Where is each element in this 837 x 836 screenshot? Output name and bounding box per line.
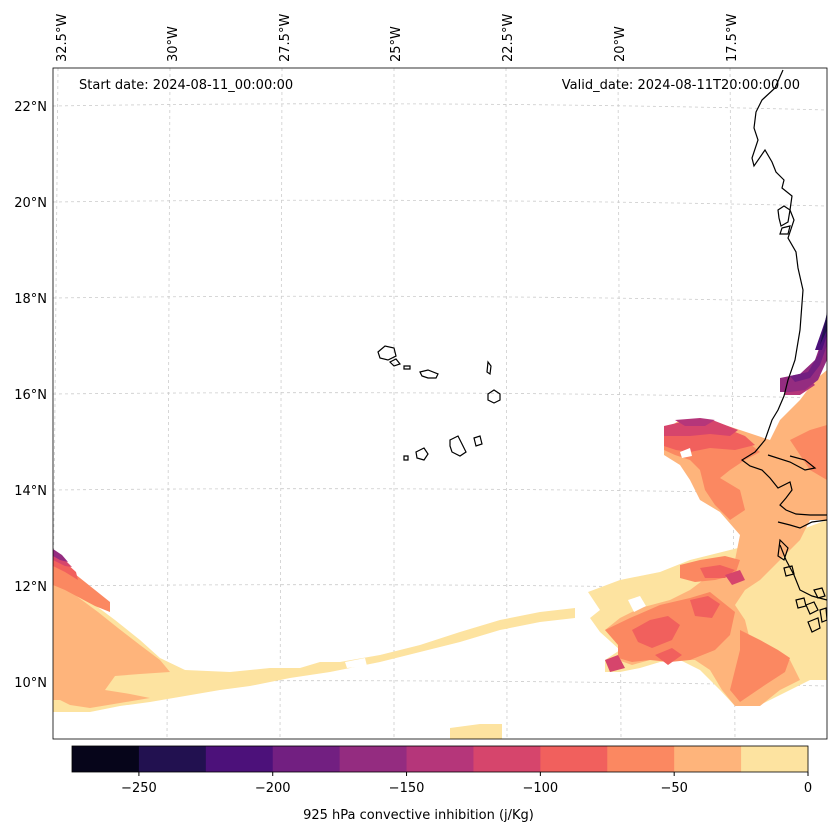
lon-label: 27.5°W [278, 14, 293, 62]
colorbar-title: 925 hPa convective inhibition (j/Kg) [303, 808, 534, 823]
lat-label: 18°N [14, 292, 47, 307]
coastlines [377, 69, 827, 633]
cin-coast-band7 [815, 315, 827, 350]
colorbar-bin [205, 746, 274, 772]
colorbar-bin [741, 746, 809, 772]
map-border [52, 67, 828, 740]
cin-coast-band6 [790, 325, 827, 382]
cin-west-band4 [53, 549, 68, 562]
lon-label: 25°W [389, 26, 404, 62]
lon-label: 17.5°W [725, 14, 740, 62]
lat-label: 14°N [14, 484, 47, 499]
colorbar-bin [138, 746, 207, 772]
colorbar-ticks: −250 −200 −150 −100 −50 0 [121, 772, 812, 796]
cin-west-light [53, 578, 575, 712]
lat-label: 22°N [14, 100, 47, 115]
latitude-labels: 22°N 20°N 18°N 16°N 14°N 12°N 10°N [14, 100, 47, 691]
colorbar-border [71, 745, 809, 773]
cin-gap-3 [345, 658, 367, 668]
lat-label: 20°N [14, 196, 47, 211]
cin-coast-band5 [780, 320, 827, 392]
lon-label: 32.5°W [55, 14, 70, 62]
cin-coast-band8 [820, 312, 827, 345]
colorbar-bin [473, 746, 541, 772]
colorbar-tick-label: −150 [389, 781, 425, 796]
lon-label: 22.5°W [501, 14, 516, 62]
cin-west-orange [53, 580, 170, 708]
lat-label: 10°N [14, 676, 47, 691]
colorbar-bin [272, 746, 341, 772]
cape-verde-santo-antao [377, 345, 397, 361]
colorbar-bin [674, 746, 742, 772]
colorbar-bin [72, 746, 140, 772]
colorbar-bin [339, 746, 408, 772]
cin-gap-1 [628, 596, 646, 612]
cin-south-strip [450, 724, 502, 739]
colorbar [71, 745, 809, 773]
start-date-label: Start date: 2024-08-11_00:00:00 [79, 78, 294, 93]
colorbar-tick-label: 0 [804, 781, 812, 796]
longitude-labels: 32.5°W 30°W 27.5°W 25°W 22.5°W 20°W 17.5… [55, 14, 740, 62]
colorbar-tick-label: −250 [121, 781, 157, 796]
colorbar-tick-label: −200 [255, 781, 291, 796]
cin-contours [53, 312, 827, 739]
lat-label: 16°N [14, 388, 47, 403]
cin-gap-2 [680, 448, 692, 458]
colorbar-bin [406, 746, 474, 772]
colorbar-bin [540, 746, 608, 772]
lat-label: 12°N [14, 580, 47, 595]
cin-east-band2 [632, 425, 755, 665]
colorbar-bin [607, 746, 675, 772]
valid-date-label: Valid_date: 2024-08-11T20:00:00.00 [561, 78, 800, 93]
colorbar-tick-label: −50 [660, 781, 687, 796]
colorbar-tick-label: −100 [523, 781, 559, 796]
lon-label: 20°W [613, 26, 628, 62]
lon-label: 30°W [166, 26, 181, 62]
